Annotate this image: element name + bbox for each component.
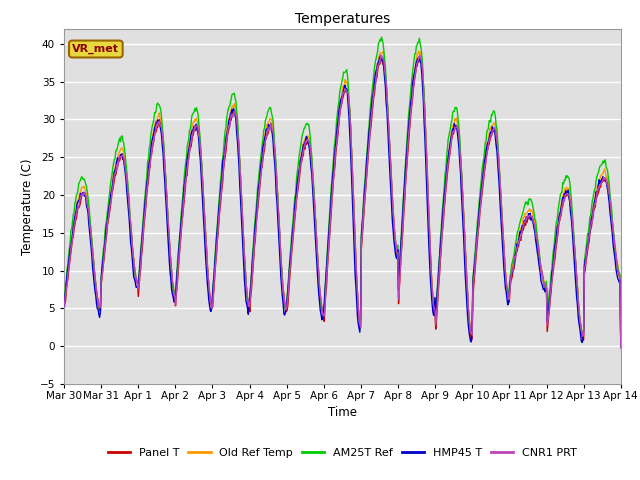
CNR1 PRT xyxy=(127,229,135,235)
AM25T Ref xyxy=(428,274,435,279)
CNR1 PRT xyxy=(60,303,68,309)
X-axis label: Time: Time xyxy=(328,407,357,420)
Text: VR_met: VR_met xyxy=(72,44,119,54)
Line: CNR1 PRT: CNR1 PRT xyxy=(64,55,621,348)
Old Ref Temp xyxy=(428,268,435,274)
AM25T Ref xyxy=(127,231,135,237)
CNR1 PRT xyxy=(70,224,78,229)
Old Ref Temp xyxy=(60,300,68,305)
Title: Temperatures: Temperatures xyxy=(295,12,390,26)
Line: Old Ref Temp: Old Ref Temp xyxy=(64,51,621,345)
HMP45 T xyxy=(428,287,435,292)
AM25T Ref xyxy=(60,297,68,303)
Old Ref Temp xyxy=(127,229,135,235)
HMP45 T xyxy=(60,304,68,310)
Panel T xyxy=(127,230,135,236)
Panel T xyxy=(60,307,68,313)
CNR1 PRT xyxy=(377,52,385,58)
HMP45 T xyxy=(411,69,419,75)
Old Ref Temp xyxy=(415,48,422,54)
Line: AM25T Ref: AM25T Ref xyxy=(64,37,621,343)
HMP45 T xyxy=(127,245,135,251)
CNR1 PRT xyxy=(214,235,221,241)
Panel T xyxy=(70,226,78,232)
CNR1 PRT xyxy=(411,73,419,79)
Panel T xyxy=(411,74,419,80)
Panel T xyxy=(428,263,435,268)
CNR1 PRT xyxy=(617,345,625,351)
Panel T xyxy=(378,57,385,62)
Line: Panel T: Panel T xyxy=(64,60,621,347)
Old Ref Temp xyxy=(214,230,221,236)
CNR1 PRT xyxy=(184,159,192,165)
Line: HMP45 T: HMP45 T xyxy=(64,55,621,346)
Legend: Panel T, Old Ref Temp, AM25T Ref, HMP45 T, CNR1 PRT: Panel T, Old Ref Temp, AM25T Ref, HMP45 … xyxy=(104,443,581,463)
Old Ref Temp xyxy=(70,218,78,224)
CNR1 PRT xyxy=(428,268,435,274)
Panel T xyxy=(617,344,625,349)
HMP45 T xyxy=(184,151,192,156)
HMP45 T xyxy=(70,220,78,226)
Y-axis label: Temperature (C): Temperature (C) xyxy=(21,158,34,255)
AM25T Ref xyxy=(411,51,419,57)
AM25T Ref xyxy=(378,34,385,40)
HMP45 T xyxy=(214,227,221,232)
AM25T Ref xyxy=(617,340,625,346)
Old Ref Temp xyxy=(184,152,192,158)
AM25T Ref xyxy=(184,139,192,145)
Panel T xyxy=(184,160,192,166)
HMP45 T xyxy=(377,52,385,58)
Panel T xyxy=(214,238,221,243)
HMP45 T xyxy=(617,343,625,349)
Old Ref Temp xyxy=(410,72,418,77)
AM25T Ref xyxy=(70,210,78,216)
Old Ref Temp xyxy=(617,342,625,348)
AM25T Ref xyxy=(214,222,221,228)
